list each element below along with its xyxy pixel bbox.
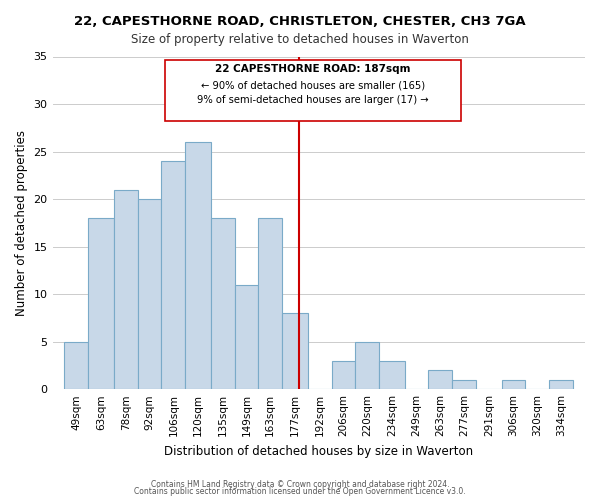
Bar xyxy=(282,313,308,389)
Text: Contains public sector information licensed under the Open Government Licence v3: Contains public sector information licen… xyxy=(134,487,466,496)
Bar xyxy=(332,360,355,389)
Text: 22 CAPESTHORNE ROAD: 187sqm: 22 CAPESTHORNE ROAD: 187sqm xyxy=(215,64,410,74)
Bar xyxy=(137,199,161,389)
Text: ← 90% of detached houses are smaller (165): ← 90% of detached houses are smaller (16… xyxy=(201,80,425,90)
Bar xyxy=(428,370,452,389)
Bar xyxy=(64,342,88,389)
Bar xyxy=(549,380,573,389)
Text: 9% of semi-detached houses are larger (17) →: 9% of semi-detached houses are larger (1… xyxy=(197,94,428,104)
Bar xyxy=(211,218,235,389)
Text: Contains HM Land Registry data © Crown copyright and database right 2024.: Contains HM Land Registry data © Crown c… xyxy=(151,480,449,489)
Text: 22, CAPESTHORNE ROAD, CHRISTLETON, CHESTER, CH3 7GA: 22, CAPESTHORNE ROAD, CHRISTLETON, CHEST… xyxy=(74,15,526,28)
Bar xyxy=(235,284,259,389)
Bar xyxy=(185,142,211,389)
Bar xyxy=(161,161,185,389)
Bar xyxy=(355,342,379,389)
Bar xyxy=(259,218,282,389)
Y-axis label: Number of detached properties: Number of detached properties xyxy=(15,130,28,316)
Bar xyxy=(114,190,137,389)
Bar xyxy=(452,380,476,389)
Bar xyxy=(502,380,526,389)
Text: Size of property relative to detached houses in Waverton: Size of property relative to detached ho… xyxy=(131,32,469,46)
X-axis label: Distribution of detached houses by size in Waverton: Distribution of detached houses by size … xyxy=(164,444,473,458)
Bar xyxy=(88,218,114,389)
FancyBboxPatch shape xyxy=(165,60,461,121)
Bar xyxy=(379,360,404,389)
